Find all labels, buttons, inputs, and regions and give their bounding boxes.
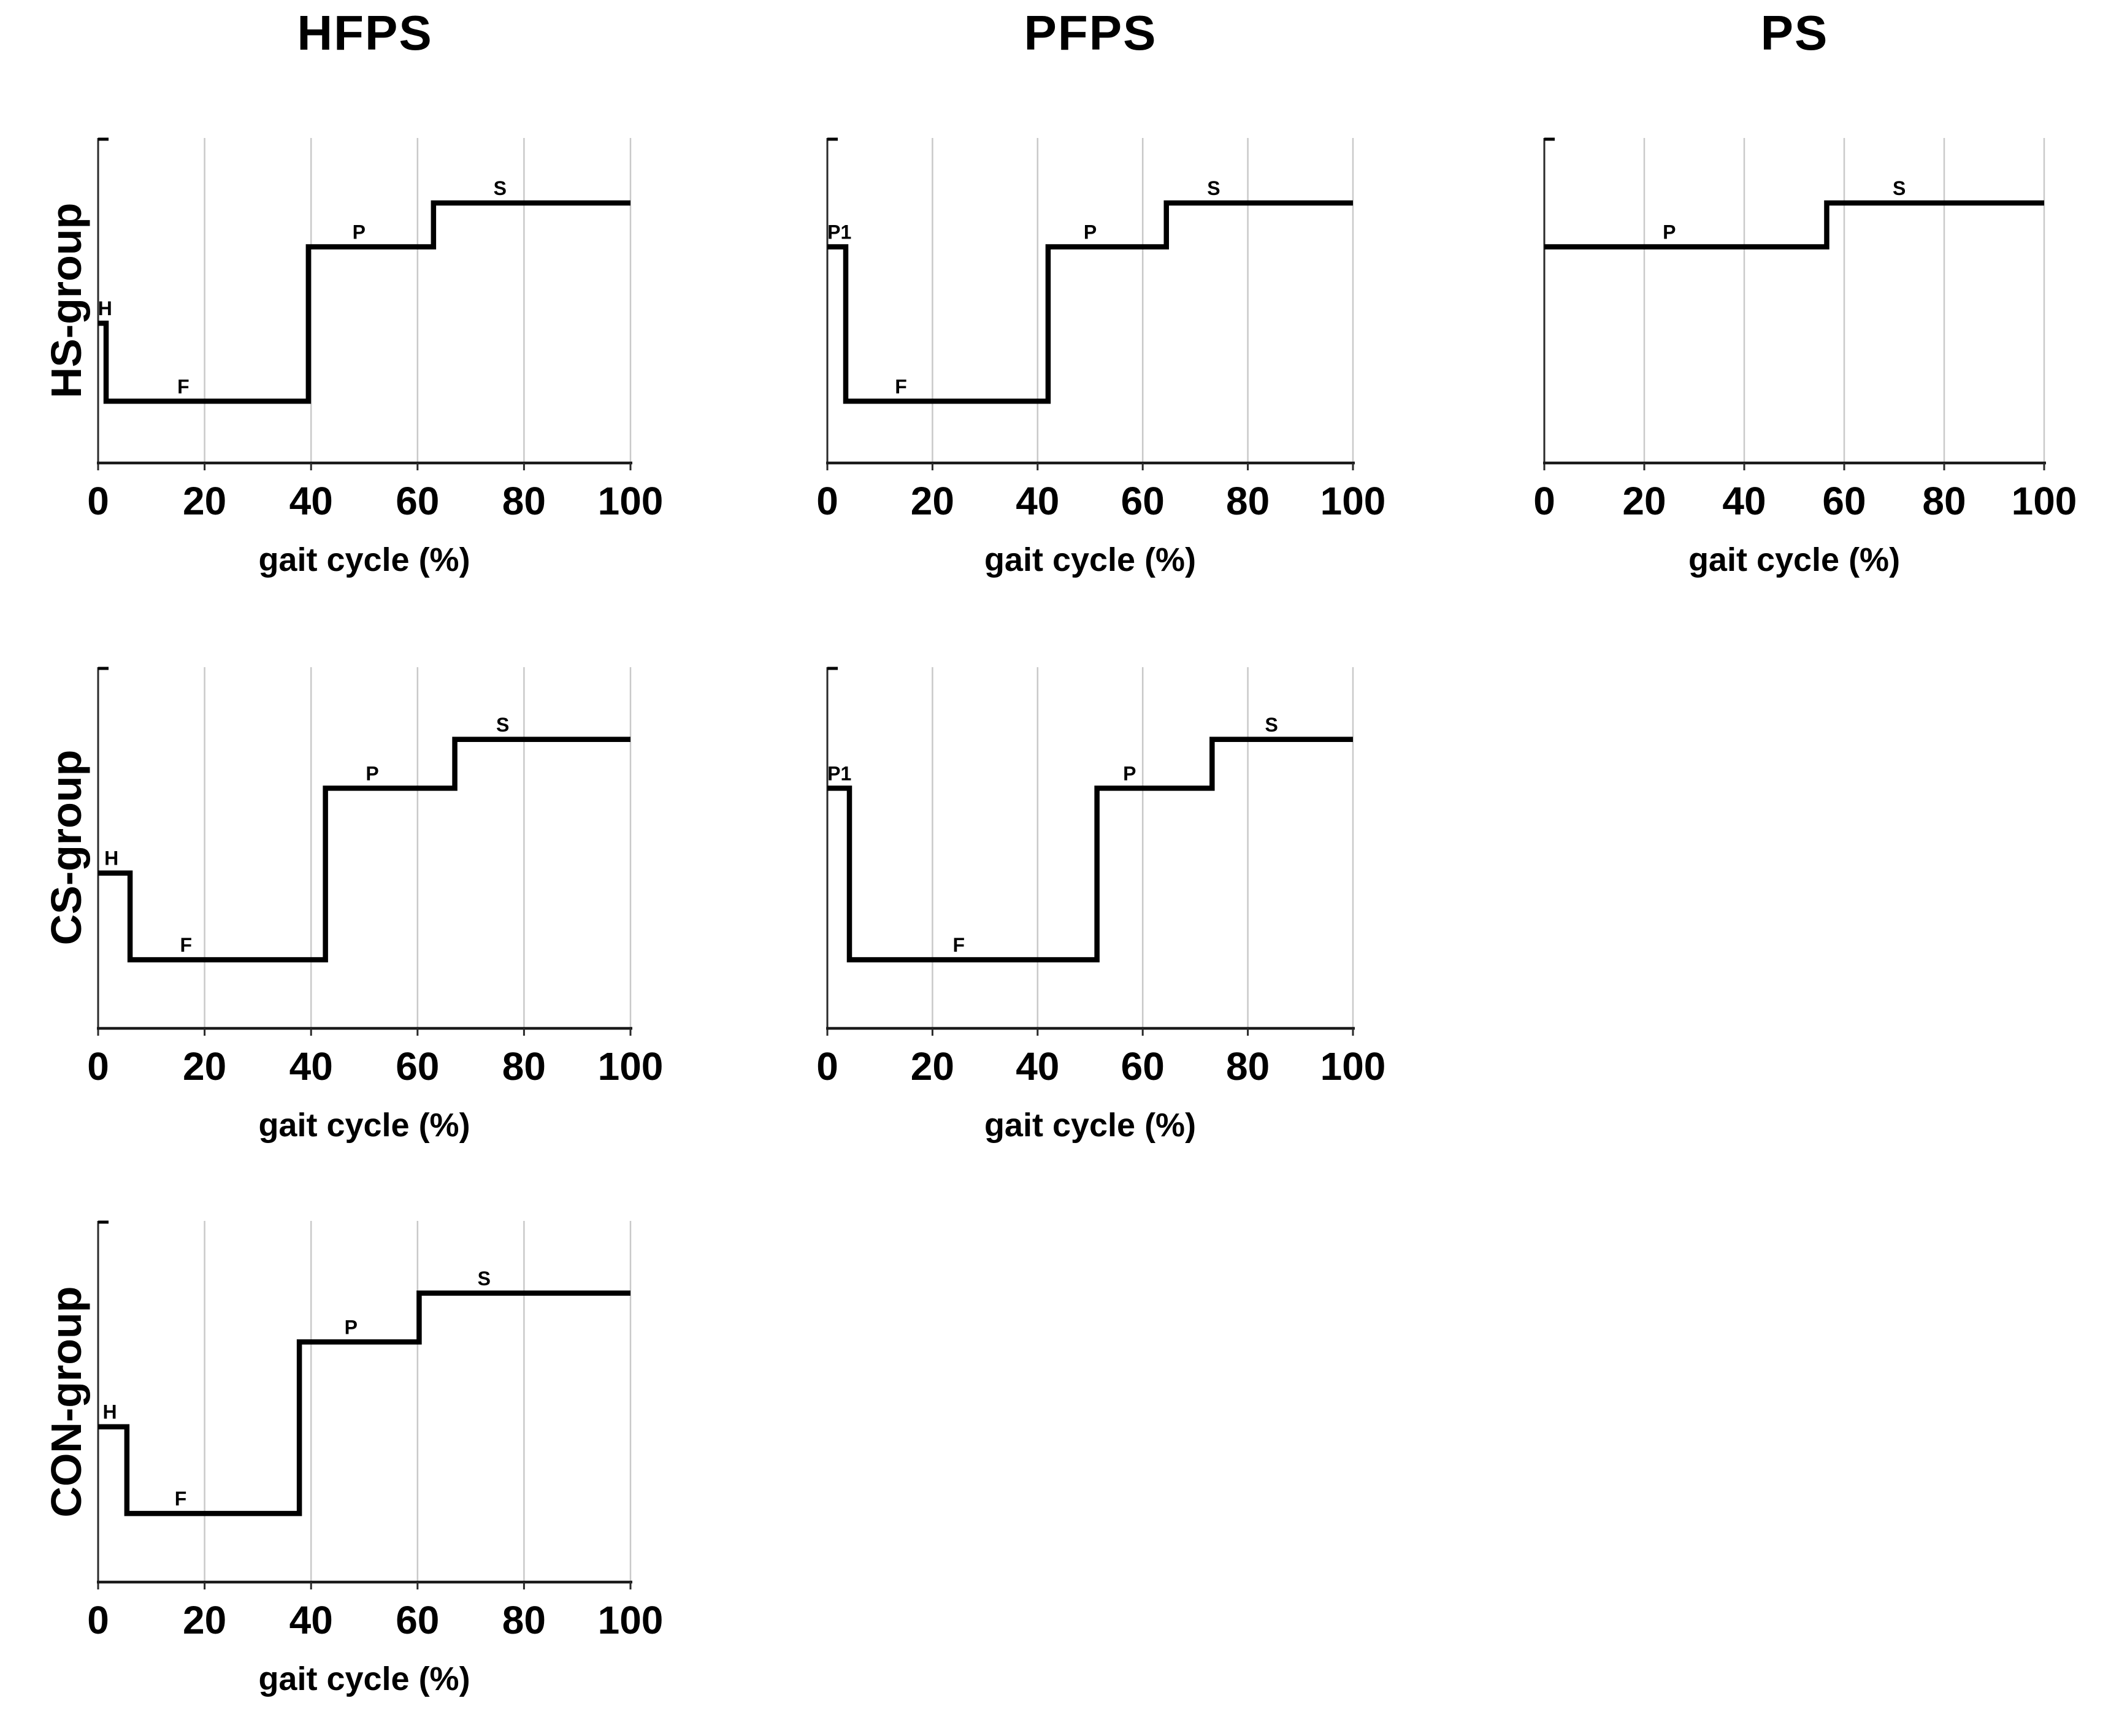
x-axis-label: gait cycle (%) bbox=[258, 1107, 470, 1144]
x-tick-label: 100 bbox=[2012, 479, 2077, 523]
step-line bbox=[98, 1290, 630, 1516]
x-tick-label: 60 bbox=[396, 1598, 439, 1642]
phase-label: H bbox=[98, 297, 112, 319]
x-tick-label: 80 bbox=[1226, 479, 1270, 523]
phase-label: S bbox=[496, 714, 509, 736]
phase-label: S bbox=[1207, 177, 1220, 199]
x-axis-label: gait cycle (%) bbox=[258, 541, 470, 578]
x-tick-label: 80 bbox=[502, 1044, 546, 1088]
phase-label: P bbox=[1123, 762, 1136, 784]
x-tick-label: 20 bbox=[183, 479, 226, 523]
x-tick-label: 100 bbox=[598, 1044, 664, 1088]
phase-label: P1 bbox=[827, 221, 851, 243]
phase-label: F bbox=[177, 375, 190, 397]
phase-label: P bbox=[345, 1316, 358, 1338]
gait-phase-plot: P1 F P S 0 20 40 60 80 100 gait cycle (%) bbox=[816, 667, 1386, 1144]
chart-hs-group-hfps: H F P S 0 20 40 60 80 100 gait cycle (%) bbox=[18, 126, 710, 604]
phase-label: F bbox=[952, 934, 965, 956]
x-tick-label: 0 bbox=[816, 1044, 838, 1088]
x-tick-label: 20 bbox=[183, 1598, 226, 1642]
phase-label: P bbox=[366, 762, 378, 784]
x-axis-label: gait cycle (%) bbox=[984, 1107, 1196, 1144]
x-tick-label: 40 bbox=[289, 1598, 333, 1642]
phase-label: F bbox=[180, 934, 192, 956]
x-tick-label: 100 bbox=[598, 1598, 664, 1642]
x-tick-label: 40 bbox=[1722, 479, 1766, 523]
x-tick-label: 60 bbox=[1121, 479, 1165, 523]
gait-phase-plot: P S 0 20 40 60 80 100 gait cycle (%) bbox=[1533, 137, 2077, 578]
x-tick-label: 80 bbox=[1226, 1044, 1270, 1088]
chart-hs-group-ps: P S 0 20 40 60 80 100 gait cycle (%) bbox=[1465, 126, 2111, 604]
phase-label: F bbox=[895, 375, 907, 397]
chart-hs-group-pfps: P1 F P S 0 20 40 60 80 100 gait cycle (%) bbox=[748, 126, 1433, 604]
gait-phase-plot: H F P S 0 20 40 60 80 100 gait cycle (%) bbox=[87, 1220, 664, 1697]
x-tick-label: 60 bbox=[1121, 1044, 1165, 1088]
phase-label: S bbox=[478, 1268, 491, 1290]
x-tick-label: 0 bbox=[87, 1044, 109, 1088]
x-tick-label: 60 bbox=[396, 1044, 439, 1088]
x-tick-label: 40 bbox=[289, 1044, 333, 1088]
x-tick-label: 0 bbox=[816, 479, 838, 523]
phase-label: P1 bbox=[827, 762, 851, 784]
phase-label: P bbox=[1663, 221, 1676, 243]
x-tick-label: 100 bbox=[1320, 1044, 1386, 1088]
phase-label: S bbox=[1265, 714, 1278, 736]
phase-label: F bbox=[175, 1488, 187, 1510]
x-tick-label: 40 bbox=[1016, 479, 1059, 523]
chart-con-group-hfps: H F P S 0 20 40 60 80 100 gait cycle (%) bbox=[18, 1209, 710, 1723]
x-tick-label: 80 bbox=[502, 479, 546, 523]
x-axis-label: gait cycle (%) bbox=[258, 1661, 470, 1697]
gait-phase-plot: H F P S 0 20 40 60 80 100 gait cycle (%) bbox=[87, 667, 664, 1144]
phase-label: H bbox=[104, 847, 118, 870]
x-tick-label: 20 bbox=[1622, 479, 1666, 523]
step-line bbox=[98, 200, 630, 404]
x-tick-label: 40 bbox=[289, 479, 333, 523]
step-line bbox=[827, 200, 1353, 404]
x-tick-label: 0 bbox=[87, 479, 109, 523]
x-tick-label: 0 bbox=[87, 1598, 109, 1642]
phase-label: P bbox=[1084, 221, 1097, 243]
x-tick-label: 40 bbox=[1016, 1044, 1059, 1088]
gait-phase-plot: P1 F P S 0 20 40 60 80 100 gait cycle (%) bbox=[816, 137, 1386, 578]
x-tick-label: 20 bbox=[183, 1044, 226, 1088]
x-tick-label: 0 bbox=[1533, 479, 1555, 523]
gait-phase-plot: H F P S 0 20 40 60 80 100 gait cycle (%) bbox=[87, 137, 664, 578]
x-tick-label: 100 bbox=[1320, 479, 1386, 523]
step-line bbox=[98, 736, 630, 963]
x-tick-label: 80 bbox=[1922, 479, 1966, 523]
x-tick-label: 20 bbox=[911, 1044, 954, 1088]
chart-cs-group-hfps: H F P S 0 20 40 60 80 100 gait cycle (%) bbox=[18, 655, 710, 1169]
x-tick-label: 60 bbox=[396, 479, 439, 523]
x-tick-label: 80 bbox=[502, 1598, 546, 1642]
x-tick-label: 60 bbox=[1822, 479, 1866, 523]
phase-label: S bbox=[494, 177, 507, 199]
x-tick-label: 100 bbox=[598, 479, 664, 523]
column-title-hfps: HFPS bbox=[297, 6, 433, 60]
column-title-ps: PS bbox=[1760, 6, 1829, 60]
phase-label: H bbox=[103, 1401, 117, 1423]
phase-label: S bbox=[1893, 177, 1906, 199]
x-tick-label: 20 bbox=[911, 479, 954, 523]
step-line bbox=[1544, 200, 2044, 250]
chart-cs-group-pfps: P1 F P S 0 20 40 60 80 100 gait cycle (%) bbox=[748, 655, 1433, 1169]
step-line bbox=[827, 736, 1353, 963]
x-axis-label: gait cycle (%) bbox=[1688, 541, 1900, 578]
x-axis-label: gait cycle (%) bbox=[984, 541, 1196, 578]
column-title-pfps: PFPS bbox=[1024, 6, 1157, 60]
phase-label: P bbox=[353, 221, 366, 243]
